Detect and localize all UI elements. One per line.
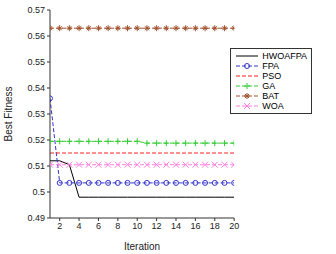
svg-text:2: 2: [57, 221, 62, 231]
svg-text:8: 8: [115, 221, 120, 231]
svg-text:20: 20: [229, 221, 239, 231]
svg-text:12: 12: [152, 221, 162, 231]
html-text:GA: GA: [262, 81, 276, 91]
svg-text:0.51: 0.51: [27, 161, 45, 171]
svg-text:0.5: 0.5: [32, 187, 45, 197]
html-text:BAT: BAT: [262, 91, 279, 101]
html-text:WOA: WOA: [262, 101, 284, 111]
svg-text:16: 16: [190, 221, 200, 231]
svg-text:0.57: 0.57: [27, 5, 45, 15]
svg-text:0.52: 0.52: [27, 135, 45, 145]
html-text:PSO: PSO: [262, 71, 282, 81]
svg-text:6: 6: [96, 221, 101, 231]
svg-text:Best Fitness: Best Fitness: [8, 86, 14, 141]
svg-text:18: 18: [210, 221, 220, 231]
svg-text:0.56: 0.56: [27, 31, 45, 41]
svg-text:0.49: 0.49: [27, 213, 45, 223]
svg-text:0.53: 0.53: [27, 109, 45, 119]
svg-text:10: 10: [132, 221, 142, 231]
svg-text:4: 4: [77, 221, 82, 231]
svg-text:Iteration: Iteration: [124, 241, 160, 252]
svg-text:0.54: 0.54: [27, 83, 45, 93]
svg-text:14: 14: [171, 221, 181, 231]
html-text:HWOAFPA: HWOAFPA: [262, 51, 307, 61]
html-text:FPA: FPA: [262, 61, 279, 71]
svg-text:0.55: 0.55: [27, 57, 45, 67]
